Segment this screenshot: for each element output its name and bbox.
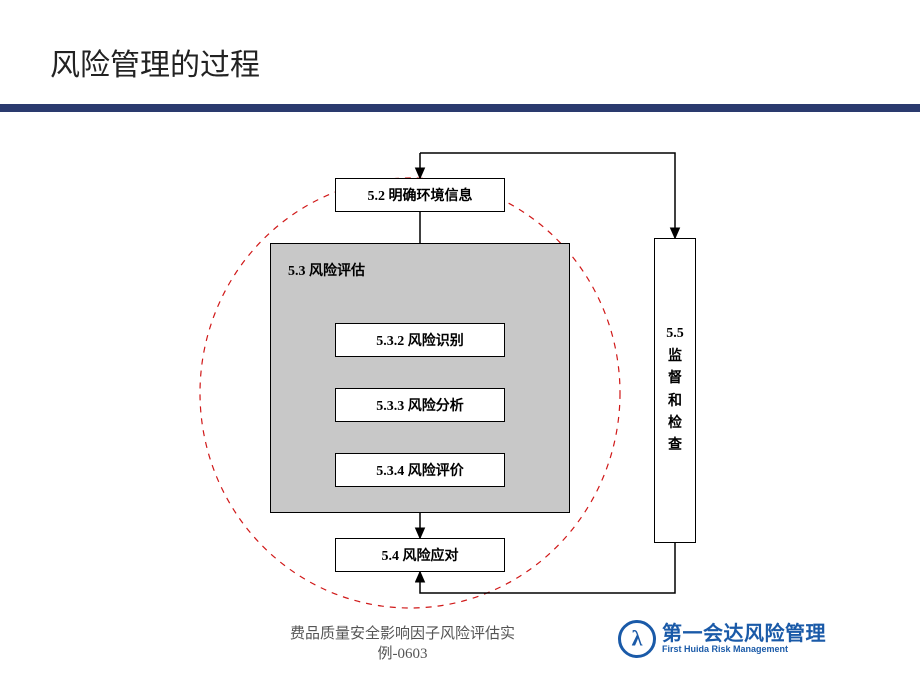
logo-mark: λ bbox=[618, 620, 656, 658]
node-n534: 5.3.4 风险评价 bbox=[335, 453, 505, 487]
node-n532: 5.3.2 风险识别 bbox=[335, 323, 505, 357]
node-n52: 5.2 明确环境信息 bbox=[335, 178, 505, 212]
assessment-label: 5.3 风险评估 bbox=[288, 260, 365, 280]
logo-text-en: First Huida Risk Management bbox=[662, 645, 826, 655]
footer-line2: 例-0603 bbox=[378, 646, 428, 662]
logo-text: 第一会达风险管理 First Huida Risk Management bbox=[662, 623, 826, 655]
node-n54: 5.4 风险应对 bbox=[335, 538, 505, 572]
logo-text-cn: 第一会达风险管理 bbox=[662, 623, 826, 645]
node-n55: 5.5监督和检查 bbox=[654, 238, 696, 543]
flowchart-diagram: 5.3 风险评估 5.2 明确环境信息 5.3.2 风险识别 5.3.3 风险分析 5… bbox=[0, 108, 920, 648]
footer-caption: 费品质量安全影响因子风险评估实 例-0603 bbox=[290, 625, 515, 664]
slide-title: 风险管理的过程 bbox=[50, 40, 920, 84]
logo-lambda-icon: λ bbox=[632, 625, 643, 651]
logo: λ 第一会达风险管理 First Huida Risk Management bbox=[618, 620, 826, 658]
title-area: 风险管理的过程 bbox=[0, 0, 920, 84]
node-n533: 5.3.3 风险分析 bbox=[335, 388, 505, 422]
footer-line1: 费品质量安全影响因子风险评估实 bbox=[290, 626, 515, 642]
